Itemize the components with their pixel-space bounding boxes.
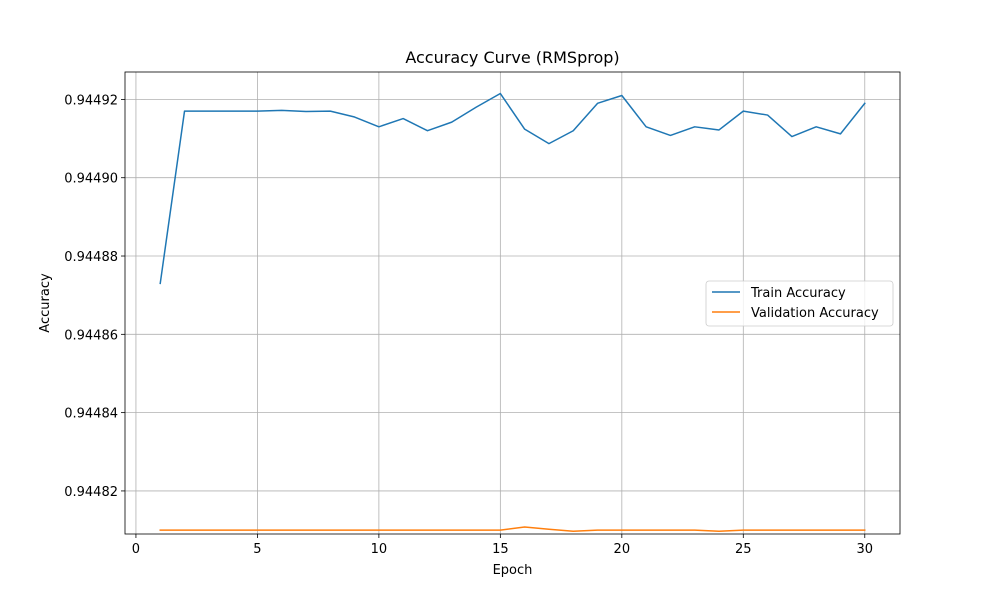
x-axis-ticks: 0 5 10 15 20 25 30 <box>132 534 873 557</box>
train-accuracy-line <box>159 92 866 285</box>
y-tick-label: 0.94484 <box>64 407 118 422</box>
x-tick-label: 10 <box>371 542 388 557</box>
y-tick-label: 0.94488 <box>64 250 118 265</box>
x-tick-label: 30 <box>856 542 873 557</box>
legend-label-validation: Validation Accuracy <box>751 306 879 321</box>
x-axis-label: Epoch <box>493 563 533 578</box>
y-tick-label: 0.94482 <box>64 485 118 500</box>
y-tick-label: 0.94490 <box>64 172 118 187</box>
legend-label-train: Train Accuracy <box>750 286 846 301</box>
plot-frame <box>124 71 901 535</box>
x-tick-label: 0 <box>132 542 140 557</box>
series-group <box>159 92 866 533</box>
validation-accuracy-line <box>159 526 866 533</box>
grid <box>125 72 900 534</box>
x-tick-label: 25 <box>735 542 752 557</box>
y-tick-label: 0.94486 <box>64 328 118 343</box>
y-tick-label: 0.94492 <box>64 93 118 108</box>
x-tick-label: 15 <box>492 542 509 557</box>
y-axis-ticks: 0.94482 0.94484 0.94486 0.94488 0.94490 0.944… <box>64 93 125 500</box>
legend-box <box>705 280 894 327</box>
y-axis-label: Accuracy <box>38 273 53 333</box>
x-tick-label: 5 <box>253 542 261 557</box>
chart-title: Accuracy Curve (RMSprop) <box>405 48 619 67</box>
x-tick-label: 20 <box>614 542 631 557</box>
legend: Train Accuracy Validation Accuracy <box>705 280 894 327</box>
